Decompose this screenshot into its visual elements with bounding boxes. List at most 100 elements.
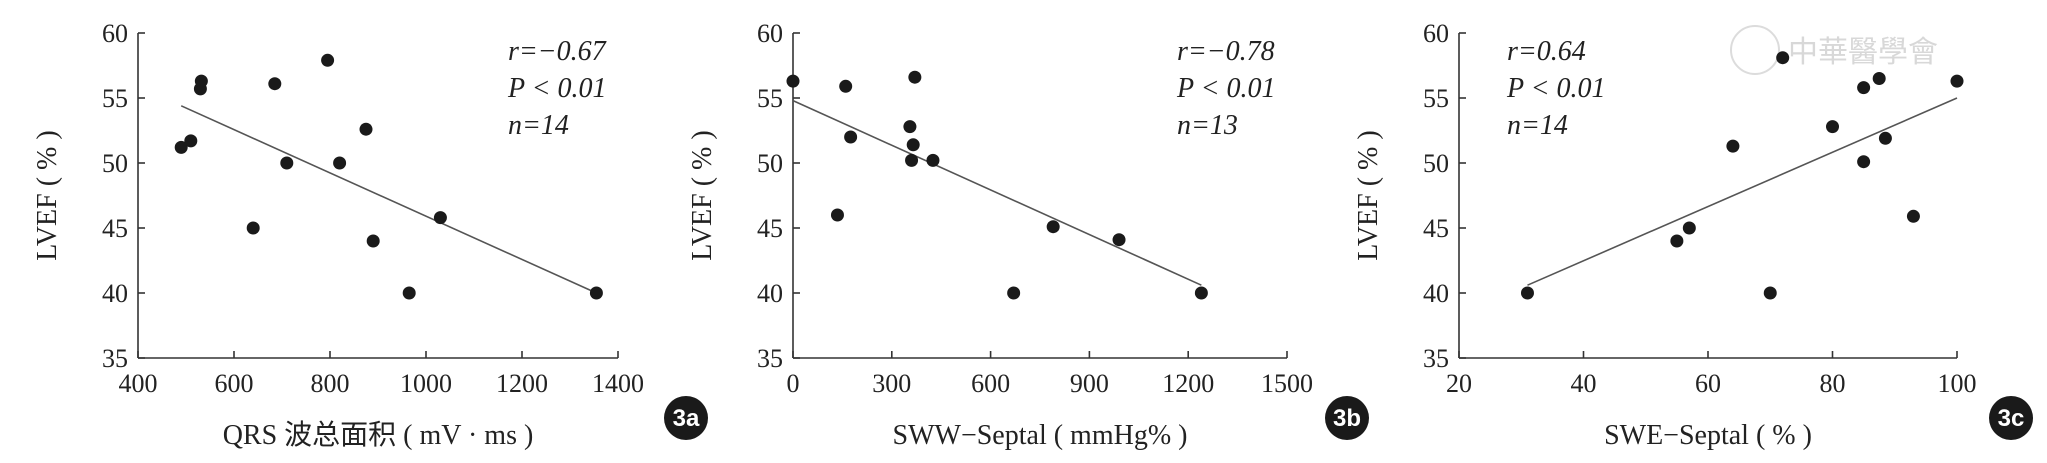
panel-badge-label: 3a — [673, 405, 700, 432]
x-tick-label: 1200 — [1162, 369, 1214, 398]
trend-line — [792, 99, 1202, 286]
data-point — [1046, 220, 1060, 234]
data-point — [268, 77, 282, 91]
panel-3a: 35 40 45 50 55 60 400 600 800 1000 1200 1400 QRS 波总面… — [32, 19, 708, 451]
trend-line — [180, 105, 597, 294]
watermark-text: 中華醫學會 — [1788, 35, 1938, 70]
data-point — [1194, 286, 1208, 300]
data-point — [433, 211, 447, 225]
y-tick-label: 55 — [102, 84, 128, 113]
y-tick-label: 55 — [1423, 84, 1449, 113]
data-point — [1906, 209, 1920, 223]
data-point — [184, 134, 198, 148]
stat-line: r=−0.78 — [1177, 36, 1275, 67]
data-point — [1726, 139, 1740, 153]
x-tick-label: 80 — [1820, 369, 1846, 398]
x-tick-label: 60 — [1695, 369, 1721, 398]
data-point — [1520, 286, 1534, 300]
y-axis-label: LVEF ( % ) — [32, 130, 63, 260]
data-point — [830, 208, 844, 222]
y-tick-label: 35 — [1423, 344, 1449, 373]
y-tick-label: 40 — [1423, 279, 1449, 308]
y-tick-label: 45 — [1423, 214, 1449, 243]
y-tick-label: 50 — [1423, 149, 1449, 178]
x-tick-label: 1000 — [400, 369, 452, 398]
data-point — [1826, 120, 1839, 134]
panel-badge — [664, 396, 708, 440]
x-tick-label: 900 — [1070, 369, 1109, 398]
x-tick-label: 0 — [787, 369, 800, 398]
stat-line: n=14 — [1507, 110, 1568, 141]
data-point — [1776, 51, 1790, 65]
data-point — [359, 122, 373, 136]
y-tick-label: 35 — [102, 344, 128, 373]
data-point — [905, 153, 919, 167]
data-point — [786, 74, 800, 88]
y-tick-label: 40 — [757, 279, 783, 308]
watermark: 中華醫學會 — [1730, 25, 1938, 75]
x-axis-label: QRS 波总面积 ( mV · ms ) — [223, 419, 534, 451]
stat-line: n=14 — [508, 110, 569, 141]
data-point — [1682, 221, 1696, 235]
data-point — [1857, 81, 1871, 95]
data-point — [1763, 286, 1777, 300]
stat-line: P < 0.01 — [1506, 73, 1606, 104]
x-tick-label: 400 — [119, 369, 158, 398]
panel-badge-label: 3c — [1998, 405, 2025, 432]
panel-badge — [1989, 396, 2033, 440]
data-point — [280, 156, 294, 170]
stat-line: P < 0.01 — [507, 73, 607, 104]
x-tick-label: 100 — [1938, 369, 1977, 398]
y-tick-label: 60 — [1423, 19, 1449, 48]
x-axis-label: SWW−Septal ( mmHg% ) — [893, 420, 1188, 451]
x-axis-label: SWE−Septal ( % ) — [1604, 420, 1812, 451]
stat-line: P < 0.01 — [1176, 73, 1276, 104]
x-tick-label: 1400 — [592, 369, 644, 398]
data-point — [1878, 131, 1892, 145]
seal-icon — [1730, 25, 1780, 75]
data-point — [844, 130, 858, 144]
data-point — [194, 74, 208, 88]
x-tick-label: 1500 — [1261, 369, 1313, 398]
data-point — [589, 286, 603, 300]
x-tick-label: 1200 — [496, 369, 548, 398]
data-point — [906, 138, 920, 152]
data-point — [246, 221, 260, 235]
x-tick-label: 300 — [872, 369, 911, 398]
y-tick-label: 55 — [757, 84, 783, 113]
data-point — [1670, 234, 1684, 248]
data-point — [321, 53, 335, 67]
data-point — [174, 140, 188, 154]
x-tick-label: 600 — [971, 369, 1010, 398]
x-tick-label: 20 — [1446, 369, 1472, 398]
x-tick-label: 40 — [1571, 369, 1597, 398]
panel-badge — [1325, 396, 1369, 440]
panel-badge-label: 3b — [1333, 405, 1361, 432]
y-tick-label: 50 — [757, 149, 783, 178]
stat-line: n=13 — [1177, 110, 1238, 141]
x-tick-label: 800 — [311, 369, 350, 398]
data-point — [1112, 233, 1126, 247]
x-tick-label: 600 — [215, 369, 254, 398]
data-point — [1007, 286, 1021, 300]
y-tick-label: 45 — [102, 214, 128, 243]
y-tick-label: 45 — [757, 214, 783, 243]
data-point — [903, 120, 917, 134]
data-point — [333, 156, 347, 170]
y-axis-label: LVEF ( % ) — [687, 130, 718, 260]
data-point — [366, 234, 380, 248]
stat-line: r=0.64 — [1507, 36, 1586, 67]
y-tick-label: 60 — [102, 19, 128, 48]
data-point — [908, 70, 922, 84]
data-point — [402, 286, 416, 300]
data-point — [926, 153, 940, 167]
y-tick-label: 35 — [757, 344, 783, 373]
y-tick-label: 50 — [102, 149, 128, 178]
panel-3c: 35 40 45 50 55 60 20 40 60 80 100 SWE−Septal ( % ) L… — [1353, 19, 2033, 451]
trend-line — [1527, 97, 1958, 286]
data-point — [1872, 72, 1886, 85]
data-point — [1950, 74, 1964, 88]
y-tick-label: 40 — [102, 279, 128, 308]
